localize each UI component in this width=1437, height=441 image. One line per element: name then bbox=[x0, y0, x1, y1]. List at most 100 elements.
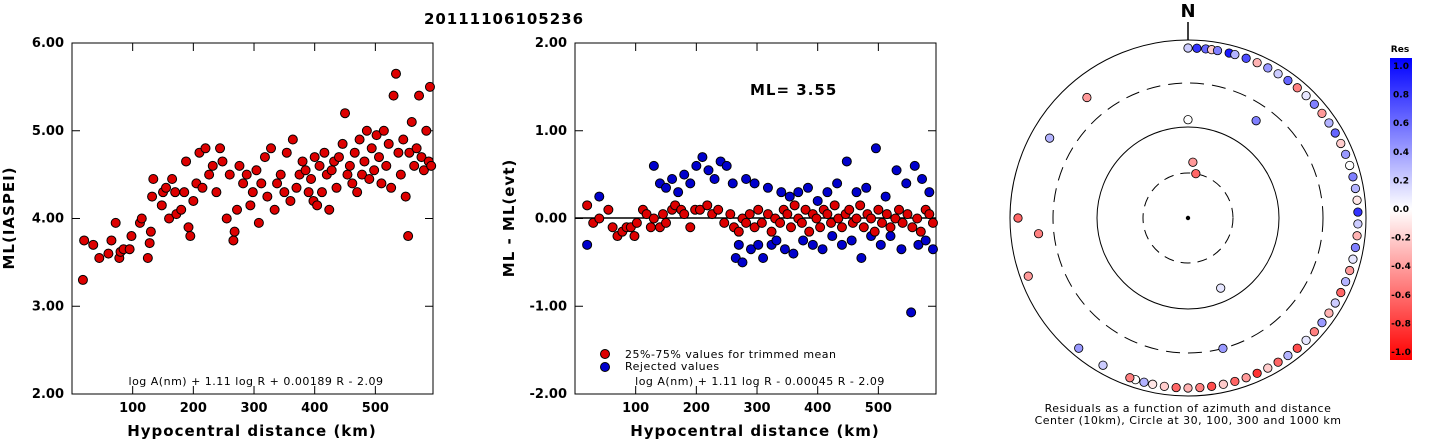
data-point bbox=[269, 204, 280, 215]
station-residual bbox=[1352, 195, 1362, 205]
colorbar-tick-label: 0.8 bbox=[1393, 91, 1409, 101]
left-x-ticks: 100 200 300 400 500 bbox=[119, 43, 389, 416]
station-residual bbox=[1218, 343, 1228, 353]
trimmed-point bbox=[851, 213, 862, 224]
station-residual bbox=[1148, 379, 1158, 389]
trimmed-point bbox=[744, 209, 755, 220]
left-plot-frame bbox=[71, 42, 434, 395]
polar-points bbox=[1013, 43, 1363, 393]
data-point bbox=[126, 231, 137, 242]
data-point bbox=[347, 178, 358, 189]
data-point bbox=[147, 191, 158, 202]
station-residual bbox=[1317, 108, 1327, 118]
station-residual bbox=[1212, 45, 1223, 56]
data-point bbox=[390, 68, 401, 79]
colorbar-tick-label: -0.8 bbox=[1391, 319, 1411, 329]
data-point bbox=[398, 134, 409, 145]
data-point bbox=[229, 226, 240, 237]
data-point bbox=[232, 204, 243, 215]
station-residual bbox=[1292, 343, 1302, 353]
station-residual bbox=[1125, 373, 1135, 383]
station-residual bbox=[1301, 91, 1311, 101]
left-y-tick-label: 4.00 bbox=[32, 212, 64, 227]
data-point bbox=[333, 152, 344, 163]
data-point bbox=[319, 147, 330, 158]
station-residual bbox=[1336, 138, 1346, 149]
data-point bbox=[357, 169, 368, 180]
colorbar-tick-label: 0.4 bbox=[1393, 148, 1409, 158]
trimmed-point bbox=[826, 217, 837, 228]
data-point bbox=[204, 169, 215, 180]
middle-y-tick-label: 2.00 bbox=[535, 36, 567, 51]
station-residual bbox=[1348, 172, 1358, 182]
data-point bbox=[369, 165, 380, 176]
trimmed-point bbox=[648, 213, 659, 224]
middle-x-axis-label: Hypocentral distance (km) bbox=[630, 422, 880, 440]
rejected-point bbox=[861, 182, 872, 193]
data-point bbox=[110, 217, 121, 228]
trimmed-point bbox=[822, 209, 833, 220]
station-residual bbox=[1188, 157, 1198, 167]
middle-y-ticks: -2.00 -1.00 0.00 1.00 2.00 bbox=[530, 36, 936, 402]
rejected-point bbox=[697, 152, 708, 163]
data-point bbox=[400, 191, 411, 202]
rejected-point bbox=[594, 191, 605, 202]
middle-x-tick-label: 200 bbox=[683, 401, 710, 416]
data-point bbox=[300, 165, 311, 176]
data-point bbox=[161, 182, 172, 193]
middle-y-tick-label: -1.00 bbox=[530, 299, 567, 314]
rejected-point bbox=[749, 178, 760, 189]
rejected-point bbox=[924, 187, 935, 198]
rejected-point bbox=[758, 252, 769, 263]
rejected-point bbox=[691, 160, 702, 171]
rejected-point bbox=[721, 160, 732, 171]
data-point bbox=[142, 252, 153, 263]
middle-x-tick-label: 100 bbox=[622, 401, 649, 416]
rejected-point bbox=[784, 191, 795, 202]
data-point bbox=[238, 178, 249, 189]
data-point bbox=[424, 81, 435, 92]
circle-100km bbox=[1096, 126, 1280, 310]
station-residual bbox=[1183, 383, 1193, 393]
chart-title: 20111106105236 bbox=[424, 10, 584, 28]
trimmed-point bbox=[866, 213, 877, 224]
rejected-point bbox=[807, 239, 818, 250]
data-point bbox=[414, 90, 425, 101]
legend-rejected-marker bbox=[600, 362, 610, 372]
colorbar-tick-label: 1.0 bbox=[1393, 62, 1409, 72]
trimmed-point bbox=[725, 209, 736, 220]
rejected-point bbox=[762, 182, 773, 193]
left-y-tick-label: 6.00 bbox=[32, 36, 64, 51]
data-point bbox=[88, 239, 99, 250]
station-residual bbox=[1023, 271, 1033, 281]
data-point bbox=[207, 160, 218, 171]
circle-30km bbox=[1142, 172, 1234, 264]
station-residual bbox=[1309, 99, 1319, 109]
trimmed-point bbox=[811, 213, 822, 224]
middle-points bbox=[582, 143, 938, 318]
polar-caption-line1: Residuals as a function of azimuth and d… bbox=[1045, 402, 1332, 415]
data-point bbox=[416, 152, 427, 163]
colorbar-tick-label: 0.2 bbox=[1393, 176, 1409, 186]
rejected-point bbox=[836, 239, 847, 250]
middle-x-tick-label: 400 bbox=[804, 401, 831, 416]
rejected-point bbox=[737, 257, 748, 268]
data-point bbox=[316, 187, 327, 198]
data-point bbox=[145, 226, 156, 237]
middle-formula: log A(nm) + 1.11 log R - 0.00045 R - 2.0… bbox=[635, 375, 885, 388]
data-point bbox=[314, 160, 325, 171]
data-point bbox=[393, 147, 404, 158]
trimmed-point bbox=[885, 222, 896, 233]
rejected-point bbox=[673, 187, 684, 198]
rejected-point bbox=[817, 244, 828, 255]
data-point bbox=[106, 235, 117, 246]
trimmed-point bbox=[594, 213, 605, 224]
data-point bbox=[303, 187, 314, 198]
data-point bbox=[79, 235, 90, 246]
rejected-point bbox=[788, 248, 799, 259]
station-residual bbox=[1353, 207, 1363, 217]
data-point bbox=[426, 160, 437, 171]
middle-y-axis-label: ML - ML(evt) bbox=[500, 159, 518, 277]
rejected-point bbox=[733, 239, 744, 250]
